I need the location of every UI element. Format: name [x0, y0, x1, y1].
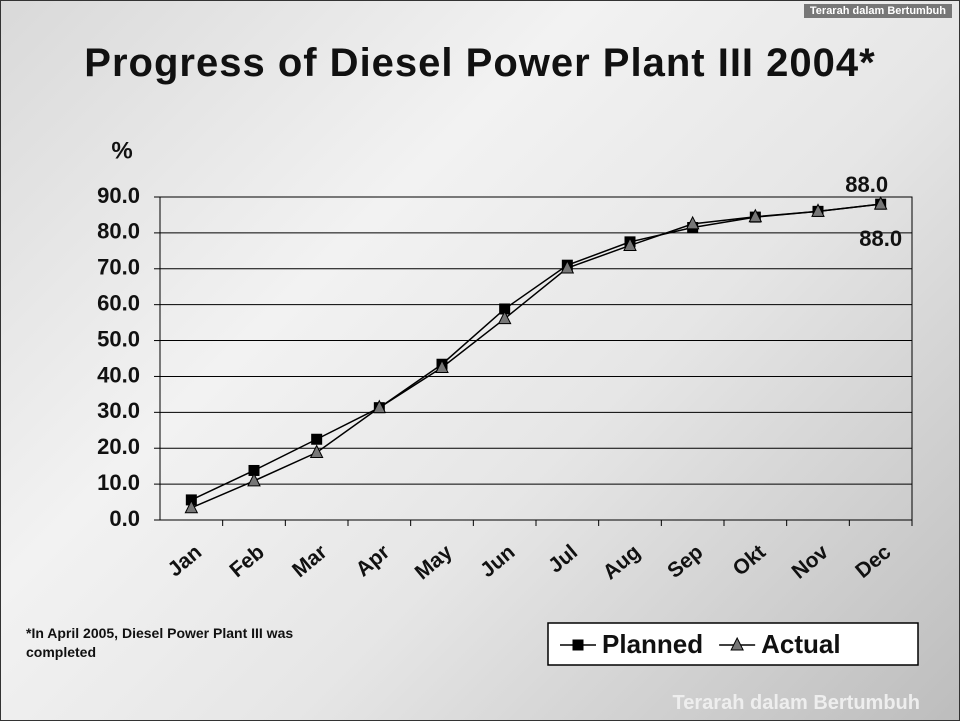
y-tick-label: 30.0 — [97, 398, 140, 423]
y-tick-label: 70.0 — [97, 255, 140, 280]
marker — [312, 434, 322, 444]
x-tick-label: Aug — [599, 540, 645, 584]
legend-label: Actual — [761, 629, 840, 659]
x-tick-label: Apr — [352, 540, 394, 581]
legend-label: Planned — [602, 629, 703, 659]
x-tick-label: Okt — [729, 540, 771, 580]
y-tick-label: 90.0 — [97, 183, 140, 208]
series-line — [191, 204, 880, 500]
data-label: 88.0 — [859, 226, 902, 251]
marker — [573, 640, 583, 650]
y-tick-label: 10.0 — [97, 470, 140, 495]
chart: % 0.0 10.0 20.0 30.0 40.0 50.0 60.0 70.0 80.0 90.… — [0, 0, 960, 721]
x-tick-label: Jan — [164, 540, 207, 581]
x-tick-label: Sep — [663, 540, 707, 582]
x-tick-label: Jul — [544, 540, 582, 577]
y-tick-label: 0.0 — [109, 506, 140, 531]
y-tick-label: 50.0 — [97, 326, 140, 351]
slide: {"slide": {"header": "Terarah dalam Bert… — [0, 0, 960, 721]
plot-area — [160, 197, 912, 520]
x-tick-label: Mar — [288, 540, 331, 582]
x-tick-label: Nov — [788, 540, 833, 583]
marker — [311, 446, 323, 458]
y-tick-label: 20.0 — [97, 434, 140, 459]
y-axis-label: % — [111, 137, 132, 164]
x-tick-label: Jun — [476, 540, 519, 582]
x-tick-label: Feb — [225, 540, 268, 582]
x-tick-label: May — [411, 540, 457, 584]
x-tick-label: Dec — [851, 540, 896, 583]
y-tick-label: 40.0 — [97, 362, 140, 387]
legend: Planned Actual — [548, 623, 918, 665]
y-tick-label: 80.0 — [97, 219, 140, 244]
data-label: 88.0 — [845, 172, 888, 197]
series-line — [191, 204, 880, 508]
y-tick-label: 60.0 — [97, 290, 140, 315]
